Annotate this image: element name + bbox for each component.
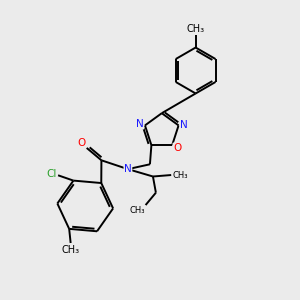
Text: N: N	[136, 119, 144, 129]
Text: N: N	[180, 120, 188, 130]
Text: N: N	[124, 164, 132, 174]
Text: CH₃: CH₃	[187, 24, 205, 34]
Text: Cl: Cl	[46, 169, 57, 179]
Text: O: O	[173, 143, 181, 153]
Text: CH₃: CH₃	[172, 170, 188, 179]
Text: CH₃: CH₃	[61, 245, 80, 255]
Text: CH₃: CH₃	[130, 206, 145, 215]
Text: O: O	[77, 138, 86, 148]
